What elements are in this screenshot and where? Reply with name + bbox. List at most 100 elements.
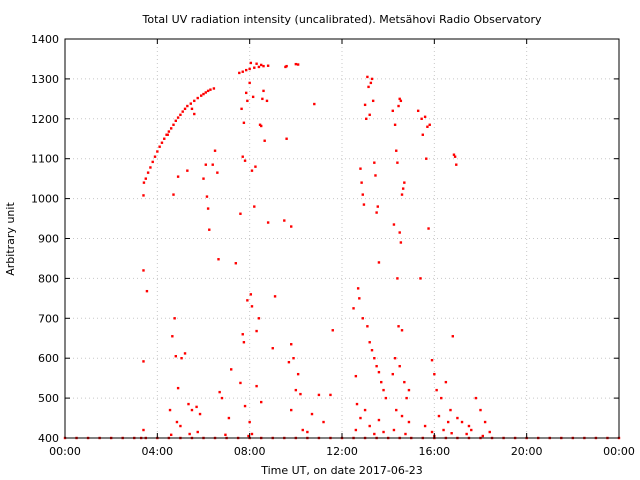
data-point bbox=[240, 107, 243, 111]
data-point bbox=[444, 380, 448, 384]
data-point bbox=[249, 293, 253, 296]
data-point bbox=[397, 325, 400, 328]
data-point bbox=[188, 432, 191, 436]
data-point bbox=[467, 424, 471, 428]
data-point bbox=[176, 386, 180, 390]
chart-title: Total UV radiation intensity (uncalibrat… bbox=[142, 13, 542, 26]
data-point bbox=[193, 99, 196, 103]
x-tick-label: 00:00 bbox=[49, 445, 81, 458]
data-point bbox=[204, 91, 208, 94]
data-point bbox=[151, 160, 154, 164]
data-point bbox=[245, 68, 248, 72]
data-point bbox=[172, 123, 175, 126]
data-point bbox=[255, 62, 258, 65]
data-point bbox=[251, 95, 255, 99]
data-point bbox=[322, 420, 325, 424]
data-point bbox=[371, 99, 375, 103]
data-point bbox=[313, 102, 316, 106]
data-point bbox=[481, 434, 485, 438]
data-point bbox=[246, 99, 249, 103]
y-tick-label: 1200 bbox=[31, 113, 59, 126]
data-point bbox=[398, 231, 401, 234]
data-point bbox=[430, 358, 434, 362]
data-point bbox=[392, 428, 396, 432]
data-point bbox=[260, 124, 263, 128]
data-point bbox=[248, 81, 251, 85]
data-point bbox=[142, 269, 145, 272]
data-point bbox=[190, 107, 194, 111]
data-point bbox=[239, 212, 242, 215]
data-point bbox=[423, 115, 427, 119]
data-point bbox=[368, 424, 371, 428]
data-point bbox=[430, 430, 434, 434]
data-point bbox=[241, 70, 244, 73]
data-point bbox=[399, 99, 403, 103]
data-point bbox=[257, 317, 261, 320]
x-tick-label: 12:00 bbox=[326, 445, 358, 458]
data-point bbox=[217, 258, 220, 261]
data-point bbox=[391, 372, 394, 376]
data-point bbox=[363, 103, 367, 107]
data-point bbox=[370, 77, 374, 81]
data-point bbox=[213, 149, 217, 152]
data-point bbox=[208, 228, 211, 231]
data-point bbox=[398, 97, 401, 101]
data-point bbox=[396, 161, 399, 164]
data-point bbox=[403, 181, 406, 184]
data-point bbox=[149, 166, 152, 169]
data-point bbox=[167, 130, 171, 133]
data-point bbox=[247, 434, 250, 438]
data-point bbox=[301, 428, 304, 432]
data-point bbox=[255, 384, 258, 388]
data-point bbox=[361, 317, 364, 320]
data-point bbox=[403, 380, 406, 384]
data-point bbox=[400, 414, 404, 418]
data-point bbox=[382, 430, 385, 434]
data-point bbox=[367, 85, 370, 89]
data-point bbox=[144, 177, 147, 180]
data-point bbox=[296, 372, 300, 376]
data-point bbox=[179, 113, 182, 117]
data-point bbox=[331, 329, 334, 332]
data-point bbox=[362, 203, 366, 206]
data-point bbox=[488, 430, 491, 434]
data-point bbox=[260, 63, 263, 67]
data-point bbox=[242, 341, 246, 344]
data-point bbox=[433, 372, 436, 376]
data-point bbox=[377, 418, 381, 422]
data-point bbox=[273, 295, 277, 298]
data-point bbox=[369, 81, 373, 85]
data-point bbox=[290, 225, 293, 228]
data-point bbox=[405, 396, 408, 400]
data-point bbox=[243, 159, 247, 162]
data-point bbox=[142, 360, 145, 363]
data-point bbox=[271, 347, 274, 350]
data-point bbox=[205, 195, 209, 198]
data-point bbox=[255, 329, 258, 333]
data-point bbox=[253, 205, 256, 208]
data-point bbox=[355, 402, 359, 406]
data-point bbox=[145, 289, 149, 293]
data-point bbox=[354, 374, 358, 378]
data-point bbox=[249, 61, 253, 65]
data-point bbox=[146, 171, 150, 174]
data-point bbox=[446, 420, 450, 424]
data-point bbox=[427, 227, 430, 230]
data-point bbox=[452, 153, 456, 156]
data-point bbox=[198, 412, 202, 416]
data-point bbox=[142, 428, 145, 432]
data-point bbox=[171, 335, 174, 338]
data-point bbox=[393, 357, 397, 360]
data-point bbox=[180, 357, 183, 360]
data-point bbox=[290, 343, 293, 346]
data-point bbox=[296, 63, 300, 66]
data-point bbox=[230, 368, 233, 371]
data-point bbox=[399, 241, 403, 244]
data-point bbox=[239, 381, 242, 385]
data-point bbox=[465, 432, 468, 436]
data-point bbox=[407, 420, 411, 424]
data-point bbox=[248, 420, 251, 424]
y-axis-tick-labels: 400 500 600 700 800 900 1000 1100 1200 1300 1400 bbox=[31, 33, 59, 445]
data-point bbox=[174, 119, 177, 122]
